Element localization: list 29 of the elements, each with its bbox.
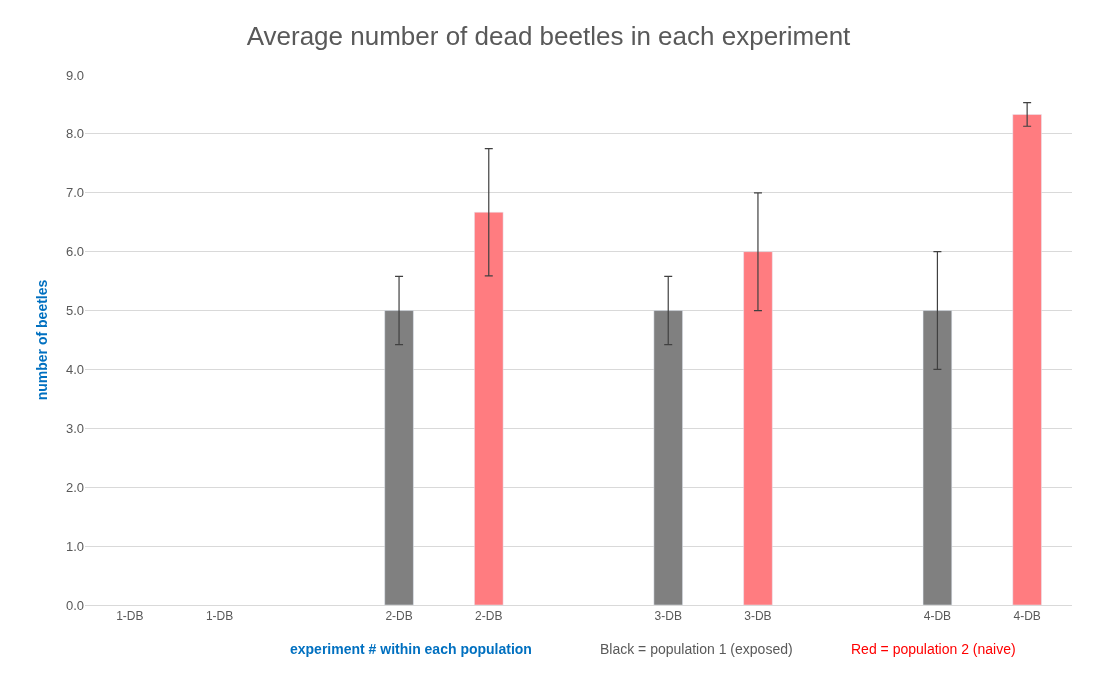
x-tick-label: 1-DB <box>205 609 234 624</box>
x-tick-label: 4-DB <box>923 609 952 624</box>
text: Black = population 1 (exposed) <box>600 641 793 657</box>
y-tick-label: 1.0 <box>65 538 84 554</box>
x-tick-label: 4-DB <box>1013 609 1041 624</box>
x-tick-label: 2-DB <box>475 609 503 624</box>
y-tick-label: 7.0 <box>65 185 84 201</box>
y-tick-label: 8.0 <box>65 126 84 142</box>
x-tick-label: 1-DB <box>116 609 144 624</box>
bar <box>384 310 414 605</box>
x-tick-label: 3-DB <box>744 609 772 624</box>
y-tick-label: 3.0 <box>65 420 84 436</box>
y-tick-label: 6.0 <box>65 244 84 260</box>
y-tick-label: 4.0 <box>65 361 84 377</box>
x-tick-label: 3-DB <box>654 609 682 624</box>
y-tick-label: 0.0 <box>65 597 84 613</box>
y-axis-title: number of beetles <box>33 279 50 401</box>
x-axis-title: experiment # within each population <box>290 641 532 657</box>
y-tick-label: 5.0 <box>65 303 84 319</box>
bar <box>743 251 773 605</box>
bar <box>474 211 504 605</box>
text: Red = population 2 (naive) <box>851 641 1016 657</box>
bar <box>653 310 683 605</box>
chart-title: Average number of dead beetles in each experiment <box>246 21 852 52</box>
bar <box>1012 114 1042 605</box>
bar <box>922 310 953 605</box>
x-tick-label: 2-DB <box>385 609 413 624</box>
y-tick-label: 2.0 <box>65 479 84 495</box>
y-tick-label: 9.0 <box>65 67 84 83</box>
